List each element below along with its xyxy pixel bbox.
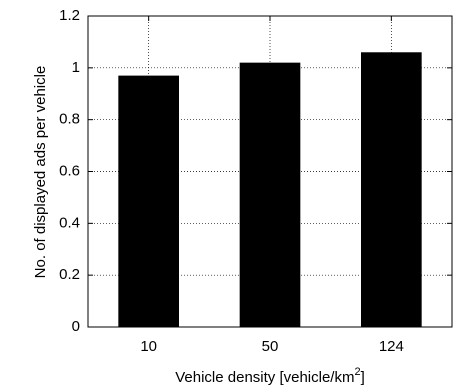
x-tick-label: 50: [262, 338, 279, 355]
x-axis-label: Vehicle density [vehicle/km2]: [175, 366, 365, 386]
x-axis-label-end: ]: [361, 369, 365, 386]
y-tick-label: 0: [72, 318, 80, 335]
y-axis-ticks: 0 0.2 0.4 0.6 0.8 1 1.2: [59, 7, 452, 335]
y-tick-label: 0.6: [59, 162, 80, 179]
y-tick-label: 0.4: [59, 214, 80, 231]
y-tick-label: 1.2: [59, 7, 80, 24]
bar: [239, 62, 301, 328]
y-axis-label: No. of displayed ads per vehicle: [32, 66, 49, 279]
bars: [118, 52, 422, 328]
y-tick-label: 0.2: [59, 266, 80, 283]
x-axis-label-superscript: 2: [354, 366, 360, 378]
x-tick-label: 10: [140, 338, 157, 355]
y-tick-label: 1: [72, 59, 80, 76]
x-axis-label-main: Vehicle density [vehicle/km: [175, 369, 354, 386]
bar: [361, 52, 422, 328]
x-axis-ticks: 10 50 124: [140, 16, 404, 355]
x-tick-label: 124: [379, 338, 404, 355]
bar: [118, 75, 179, 327]
y-tick-label: 0.8: [59, 111, 80, 128]
